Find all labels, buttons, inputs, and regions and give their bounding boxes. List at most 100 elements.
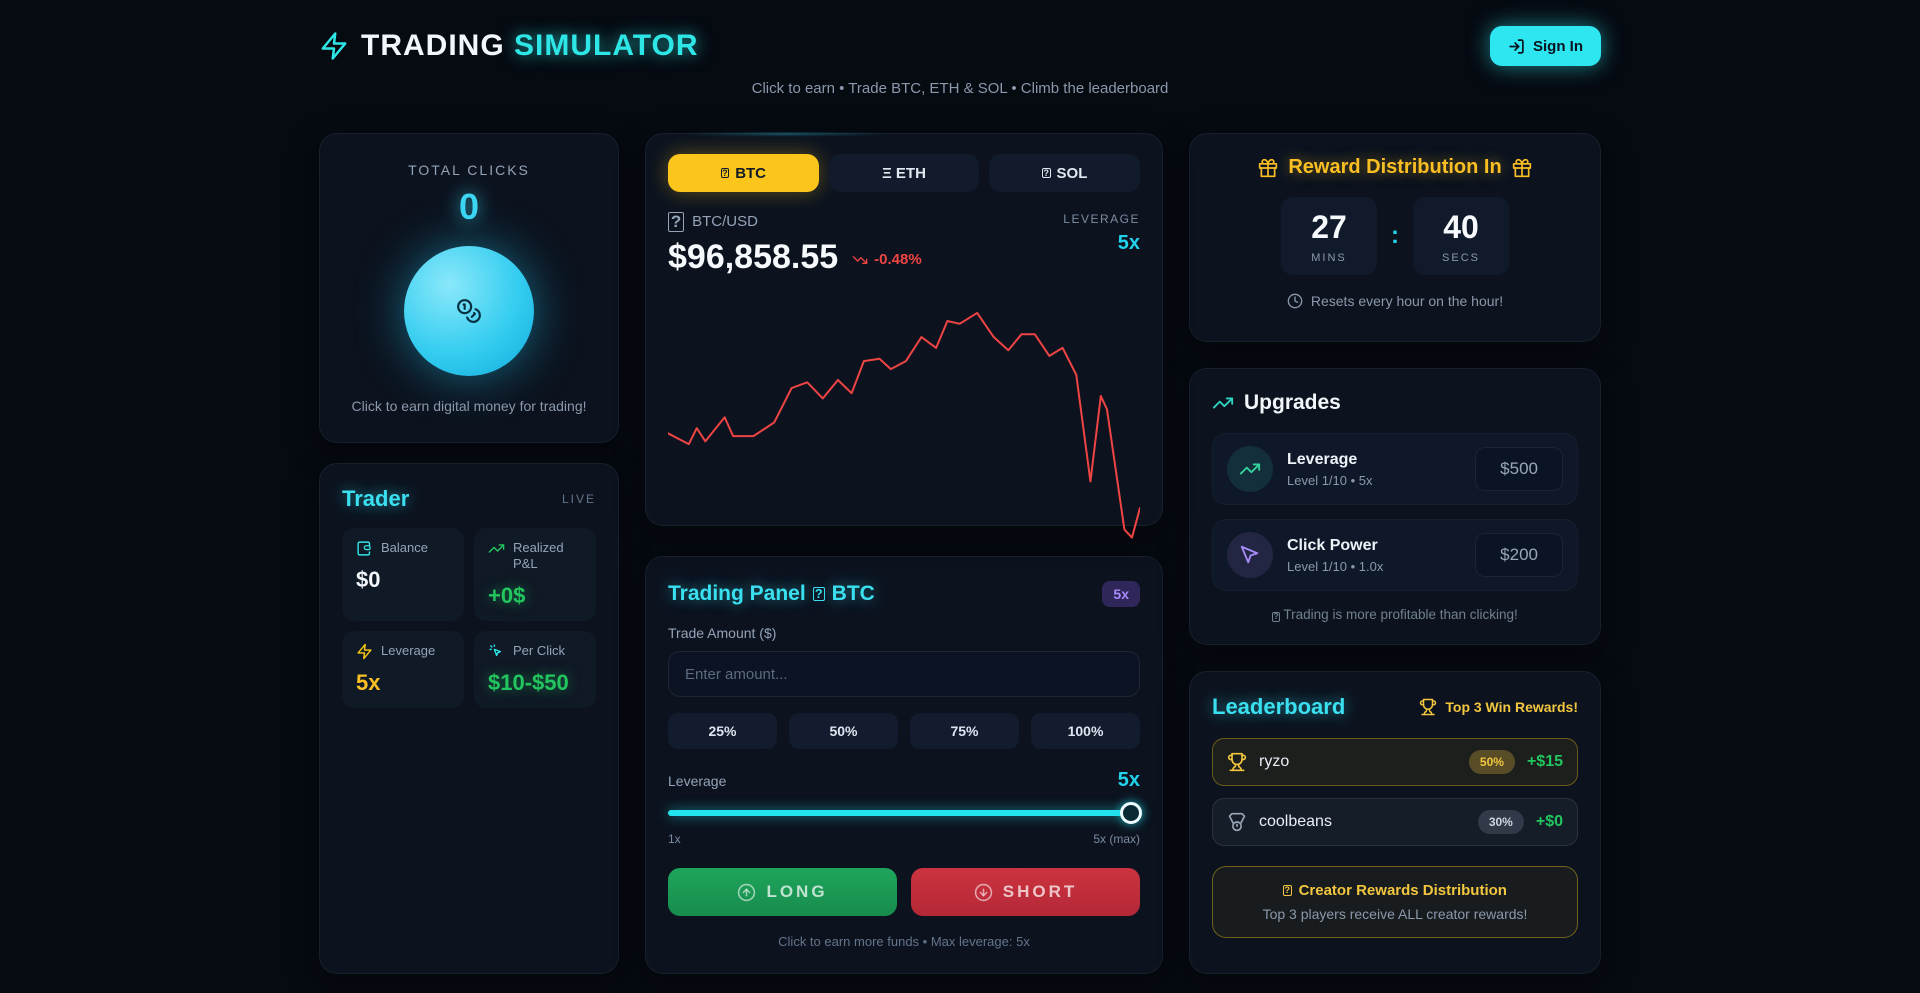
percent-25-button[interactable]: 25%: [668, 713, 777, 749]
slider-min-label: 1x: [668, 832, 681, 846]
percent-75-button[interactable]: 75%: [910, 713, 1019, 749]
price-chart: [668, 287, 1140, 570]
upgrades-note: ? Trading is more profitable than clicki…: [1272, 607, 1518, 622]
buy-leverage-button[interactable]: $500: [1475, 447, 1563, 491]
sign-in-button[interactable]: Sign In: [1490, 26, 1601, 66]
btc-glyph-icon: ?: [812, 586, 825, 602]
bulb-glyph-icon: ?: [1272, 612, 1280, 622]
trading-panel-title: Trading Panel ? BTC: [668, 582, 875, 605]
percent-50-button[interactable]: 50%: [789, 713, 898, 749]
leverage-stat-label: Leverage: [381, 642, 436, 658]
slider-track[interactable]: [668, 810, 1140, 816]
total-clicks-card: TOTAL CLICKS 0 Click to earn digital mon…: [319, 133, 619, 443]
gift-icon: [1512, 158, 1531, 177]
tab-sol[interactable]: ? SOL: [989, 154, 1141, 192]
clock-icon: [1287, 293, 1303, 309]
upgrade-name: Click Power: [1287, 536, 1378, 554]
tab-btc-label: BTC: [735, 164, 767, 182]
player-name: ryzo: [1259, 753, 1290, 770]
trader-title: Trader: [342, 486, 410, 511]
percent-100-button[interactable]: 100%: [1031, 713, 1140, 749]
login-icon: [1509, 38, 1524, 54]
countdown-timer: 27 MINS : 40 SECS: [1212, 197, 1578, 275]
per-click-value: $10-$50: [488, 669, 569, 695]
trophy-icon: [1227, 752, 1247, 772]
leaderboard-card: Leaderboard Top 3 Win Rewards! ryzo 50% …: [1189, 671, 1601, 974]
leverage-caption: LEVERAGE: [1063, 212, 1140, 226]
cursor-click-icon: [489, 643, 502, 656]
realized-pnl-value: +0$: [488, 582, 526, 608]
leverage-slider[interactable]: [668, 802, 1142, 824]
arrow-up-circle-icon: [738, 883, 756, 901]
trade-amount-input[interactable]: [668, 651, 1140, 697]
page-title: TRADING SIMULATOR: [361, 29, 699, 62]
trophy-icon: [1420, 698, 1437, 716]
tab-btc[interactable]: ? BTC: [668, 154, 819, 192]
tab-sol-label: SOL: [1056, 164, 1088, 182]
upgrade-leverage-item[interactable]: Leverage Level 1/10 • 5x $500: [1212, 433, 1578, 505]
live-badge: LIVE: [561, 492, 596, 506]
upgrade-click-power-item[interactable]: Click Power Level 1/10 • 1.0x $200: [1212, 519, 1578, 591]
page: TRADING SIMULATOR Sign In Click to earn …: [319, 0, 1601, 974]
buy-click-power-button[interactable]: $200: [1475, 533, 1563, 577]
reward-title: Reward Distribution In: [1212, 156, 1578, 179]
tab-eth[interactable]: Ξ ETH: [828, 154, 980, 192]
market-chart-card: ? BTC Ξ ETH ? SOL ? BTC/US: [645, 133, 1163, 526]
leverage-stat-value: 5x: [356, 669, 381, 695]
upgrades-title: Upgrades: [1244, 391, 1341, 414]
slider-thumb[interactable]: [1120, 802, 1142, 824]
timer-colon: :: [1391, 222, 1399, 249]
creator-rewards-note: Top 3 players receive ALL creator reward…: [1262, 906, 1528, 922]
price-value: $96,858.55: [668, 237, 839, 276]
percent-buttons: 25% 50% 75% 100%: [668, 713, 1140, 749]
price-change: -0.48%: [852, 251, 922, 268]
clicker-caption: Click to earn digital money for trading!: [351, 398, 587, 414]
creator-rewards-box: ? Creator Rewards Distribution Top 3 pla…: [1212, 866, 1578, 938]
btc-glyph-icon: ?: [668, 212, 685, 232]
reward-amount: +$0: [1535, 813, 1563, 830]
sol-glyph-icon: ?: [1041, 167, 1051, 179]
per-click-stat: Per Click $10-$50: [474, 630, 596, 708]
main: TOTAL CLICKS 0 Click to earn digital mon…: [319, 133, 1601, 974]
trending-up-icon: [488, 544, 505, 553]
realized-pnl-stat: Realized P&L +0$: [474, 528, 596, 621]
minutes-value: 27: [1311, 208, 1347, 245]
share-badge: 30%: [1477, 810, 1524, 834]
realized-pnl-label: Realized P&L: [513, 540, 564, 572]
logo: TRADING SIMULATOR: [319, 29, 699, 63]
minutes-unit: MINS: [1311, 251, 1347, 264]
balance-value: $0: [356, 567, 381, 592]
trading-panel-card: Trading Panel ? BTC 5x Trade Amount ($) …: [645, 556, 1163, 974]
creator-rewards-title: ? Creator Rewards Distribution: [1283, 882, 1507, 899]
tagline: Click to earn • Trade BTC, ETH & SOL • C…: [751, 80, 1169, 97]
mouse-pointer-icon: [1240, 545, 1259, 564]
coins-icon: [457, 299, 481, 323]
balance-label: Balance: [381, 540, 428, 555]
share-badge: 50%: [1468, 750, 1515, 774]
upgrade-list: Leverage Level 1/10 • 5x $500 Click Powe…: [1212, 433, 1578, 591]
sign-in-label: Sign In: [1533, 37, 1583, 55]
gift-glyph-icon: ?: [1283, 885, 1292, 896]
long-button[interactable]: LONG: [668, 868, 897, 916]
reward-distribution-card: Reward Distribution In 27 MINS : 40 SECS: [1189, 133, 1601, 342]
click-to-earn-button[interactable]: [404, 246, 534, 376]
minutes-tile: 27 MINS: [1281, 197, 1377, 275]
panel-footnote: Click to earn more funds • Max leverage:…: [778, 934, 1030, 949]
short-button[interactable]: SHORT: [911, 868, 1140, 916]
seconds-value: 40: [1443, 208, 1479, 245]
per-click-label: Per Click: [513, 642, 566, 658]
right-column: Reward Distribution In 27 MINS : 40 SECS: [1189, 133, 1601, 974]
upgrade-detail: Level 1/10 • 5x: [1287, 472, 1373, 488]
zap-icon: [321, 32, 347, 60]
seconds-tile: 40 SECS: [1413, 197, 1509, 275]
leverage-multiplier: 5x: [1117, 232, 1140, 254]
leaderboard-title: Leaderboard: [1212, 694, 1346, 719]
upgrade-name: Leverage: [1287, 450, 1358, 468]
zap-icon: [357, 643, 372, 659]
leverage-stat: Leverage 5x: [342, 630, 464, 708]
price-header: ? BTC/USD $96,858.55 -0.48% LEVERAGE: [668, 212, 1140, 277]
trending-up-icon: [1239, 463, 1261, 475]
leverage-upgrade-icon: [1227, 446, 1273, 492]
slider-leverage-label: Leverage: [668, 773, 727, 789]
gift-icon: [1259, 158, 1278, 177]
